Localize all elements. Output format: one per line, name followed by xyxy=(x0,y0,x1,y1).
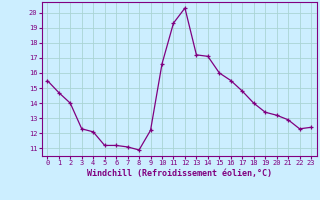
X-axis label: Windchill (Refroidissement éolien,°C): Windchill (Refroidissement éolien,°C) xyxy=(87,169,272,178)
